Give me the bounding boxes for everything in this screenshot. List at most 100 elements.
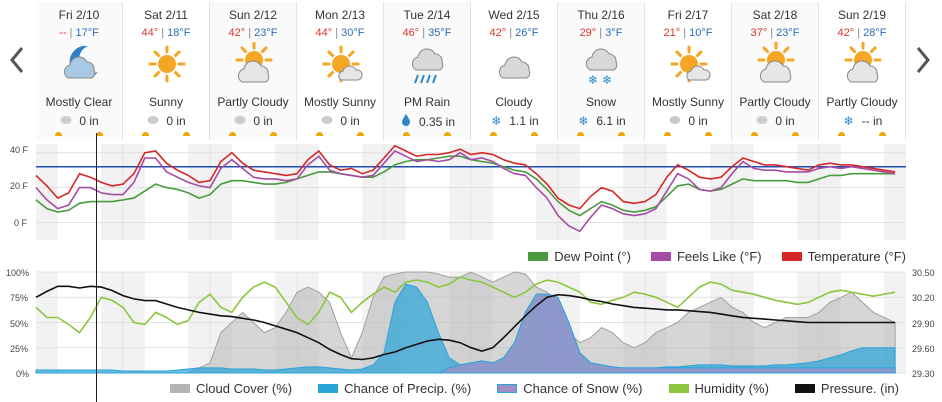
pct-axis-50: 50% [10, 319, 29, 329]
day-temps: 44° | 18°F [141, 27, 191, 39]
chevron-right-icon [916, 47, 930, 73]
sunrise-icon [55, 132, 62, 136]
legend-dew-point[interactable]: Dew Point (°) [528, 249, 631, 264]
night-band [123, 144, 145, 240]
day-column[interactable]: Mon 2/13 44° | 30°F Mostly Sunny 0 in [297, 2, 384, 140]
sun-times [471, 132, 557, 140]
condition-text: Partly Cloudy [739, 95, 811, 109]
legend-pressure[interactable]: Pressure. (in) [794, 381, 899, 396]
low-temp: 26°F [515, 27, 539, 39]
night-band [884, 144, 906, 240]
day-temps: 42° | 26°F [489, 27, 539, 39]
next-day-arrow[interactable] [910, 40, 934, 80]
day-temps: 42° | 28°F [837, 27, 887, 39]
sunset-icon [357, 132, 364, 136]
precip-amount: 0.35 in [384, 114, 470, 129]
day-name: Wed 2/15 [488, 8, 540, 22]
pressure-axis-29-30: 29.30 [912, 369, 935, 379]
low-temp: 28°F [863, 27, 887, 39]
snow-chance-area [36, 293, 896, 374]
high-temp: 42° [489, 27, 507, 39]
day-name: Fri 2/17 [667, 8, 709, 22]
sun-times [558, 132, 644, 140]
precip-amount: 0 in [210, 114, 296, 128]
sunrise-icon [229, 132, 236, 136]
pressure-axis-30-20: 30.20 [912, 293, 935, 303]
sun-times [384, 132, 470, 140]
low-temp: 17°F [75, 27, 99, 39]
previous-day-arrow[interactable] [6, 40, 30, 80]
sunset-icon [618, 132, 625, 136]
precip-amount: 0 in [36, 114, 122, 128]
day-name: Sun 2/19 [837, 8, 887, 22]
svg-text:❄: ❄ [588, 73, 598, 86]
sun-times [819, 132, 905, 140]
temperature-chart [35, 144, 906, 240]
sunset-icon [705, 132, 712, 136]
night-band [101, 144, 123, 240]
mostly-sunny-icon [322, 45, 363, 83]
precip-amount: 0 in [645, 114, 731, 128]
day-name: Tue 2/14 [403, 8, 451, 22]
day-name: Sat 2/18 [752, 8, 798, 22]
day-name: Mon 2/13 [314, 8, 366, 22]
night-band [36, 144, 58, 240]
temp-axis-label-40: 40 F [10, 145, 29, 155]
legend-cloud-cover[interactable]: Cloud Cover (%) [170, 381, 292, 396]
cloud-icon [498, 56, 531, 79]
sun-times [123, 132, 209, 140]
day-column[interactable]: Thu 2/16 29° | 3°F ❄ ❄ Snow ❄ 6.1 in [558, 2, 645, 140]
night-band [797, 144, 819, 240]
temperature-legend: Dew Point (°) Feels Like (°F) Temperatur… [508, 249, 906, 264]
rain-icon [411, 48, 444, 84]
sunset-icon [879, 132, 886, 136]
temp-axis-label-20: 20 F [10, 181, 29, 191]
day-column[interactable]: Sat 2/11 44° | 18°F Sunny 0 in [123, 2, 210, 140]
night-band [449, 144, 471, 240]
day-temps: -- | 17°F [59, 27, 99, 39]
day-name: Thu 2/16 [577, 8, 625, 22]
mostly-sunny-icon [670, 45, 711, 83]
low-temp: 10°F [689, 27, 713, 39]
drop-blue-icon [399, 114, 413, 129]
condition-text: Snow [585, 95, 617, 109]
time-cursor-line[interactable] [96, 133, 97, 402]
day-name: Fri 2/10 [58, 8, 100, 22]
day-column[interactable]: Sun 2/19 42° | 28°F Partly Cloudy ❄ -- in [819, 2, 906, 140]
day-column[interactable]: Wed 2/15 42° | 26°F Cloudy ❄ 1.1 in [471, 2, 558, 140]
day-column[interactable]: Tue 2/14 46° | 35°F PM Rain 0.35 in [384, 2, 471, 140]
night-band [275, 144, 297, 240]
legend-chance-snow[interactable]: Chance of Snow (%) [497, 381, 643, 396]
snowflake-icon: ❄ [843, 114, 854, 128]
sunrise-icon [316, 132, 323, 136]
snowflake-icon: ❄ [491, 114, 502, 128]
humidity-pressure-chart [35, 271, 906, 374]
drop-gray-icon [233, 114, 247, 128]
night-band [819, 144, 841, 240]
condition-text: Mostly Sunny [651, 95, 725, 109]
day-temps: 21° | 10°F [663, 27, 713, 39]
daily-forecast-strip: Fri 2/10 -- | 17°F Mostly Clear 0 in Sat 2/1… [36, 2, 906, 140]
day-column[interactable]: Sun 2/12 42° | 23°F Partly Cloudy 0 in [210, 2, 297, 140]
day-name: Sat 2/11 [144, 8, 188, 22]
pct-axis-25: 25% [10, 344, 29, 354]
day-column[interactable]: Fri 2/10 -- | 17°F Mostly Clear 0 in [36, 2, 123, 140]
legend-humidity[interactable]: Humidity (%) [668, 381, 769, 396]
day-temps: 37° | 23°F [750, 27, 800, 39]
night-band [623, 144, 645, 240]
night-band [362, 144, 384, 240]
sunrise-icon [751, 132, 758, 136]
high-temp: 42° [837, 27, 855, 39]
low-temp: 23°F [254, 27, 278, 39]
sunrise-icon [577, 132, 584, 136]
precip-amount: ❄ 1.1 in [491, 114, 539, 128]
day-column[interactable]: Sat 2/18 37° | 23°F Partly Cloudy 0 in [732, 2, 819, 140]
temp-axis-label-0: 0 F [14, 218, 28, 228]
humidity-line [35, 276, 896, 334]
legend-feels-like[interactable]: Feels Like (°F) [650, 249, 762, 264]
sunset-icon [183, 132, 190, 136]
high-temp: 42° [228, 27, 246, 39]
day-column[interactable]: Fri 2/17 21° | 10°F Mostly Sunny 0 in [645, 2, 732, 140]
legend-chance-precip[interactable]: Chance of Precip. (%) [318, 381, 471, 396]
legend-temperature[interactable]: Temperature (°F) [781, 249, 906, 264]
